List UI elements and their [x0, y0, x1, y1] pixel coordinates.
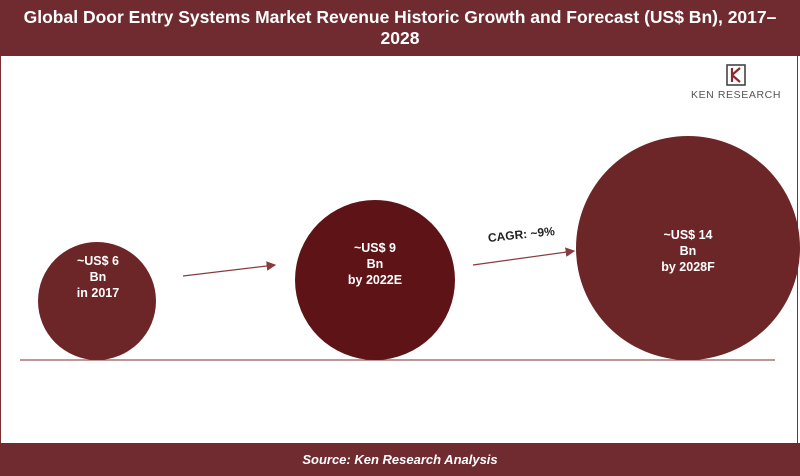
source-text: Source: Ken Research Analysis [302, 452, 498, 467]
source-banner: Source: Ken Research Analysis [0, 443, 800, 476]
ken-research-logo-icon [726, 64, 746, 86]
ken-research-logo: KEN RESEARCH [680, 64, 792, 104]
bubble-2028f [576, 136, 800, 360]
bubble-label-2028: ~US$ 14 Bn by 2028F [628, 227, 748, 275]
growth-arrow-2 [472, 247, 576, 266]
chart-title: Global Door Entry Systems Market Revenue… [23, 7, 777, 48]
title-banner: Global Door Entry Systems Market Revenue… [0, 0, 800, 56]
bubble-label-2028-line-3: by 2028F [661, 260, 715, 274]
bubble-label-2028-line-1: ~US$ 14 [663, 228, 713, 242]
bubble-label-2017: ~US$ 6 Bn in 2017 [38, 253, 158, 301]
bubble-label-2022-line-3: by 2022E [347, 273, 403, 287]
bubble-label-2022-line-1: ~US$ 9 [353, 241, 397, 255]
bubble-label-2017-line-2: Bn [89, 270, 107, 284]
bubble-2022e [295, 200, 455, 360]
bubble-label-2017-line-1: ~US$ 6 [76, 254, 120, 268]
bubble-label-2022-line-2: Bn [366, 257, 384, 271]
growth-arrow-1 [182, 261, 277, 277]
bubble-label-2017-line-3: in 2017 [76, 286, 120, 300]
bubble-2017 [38, 242, 156, 360]
bubble-label-2022: ~US$ 9 Bn by 2022E [315, 240, 435, 288]
bubble-label-2028-line-2: Bn [679, 244, 697, 258]
logo-wordmark: KEN RESEARCH [690, 89, 782, 101]
